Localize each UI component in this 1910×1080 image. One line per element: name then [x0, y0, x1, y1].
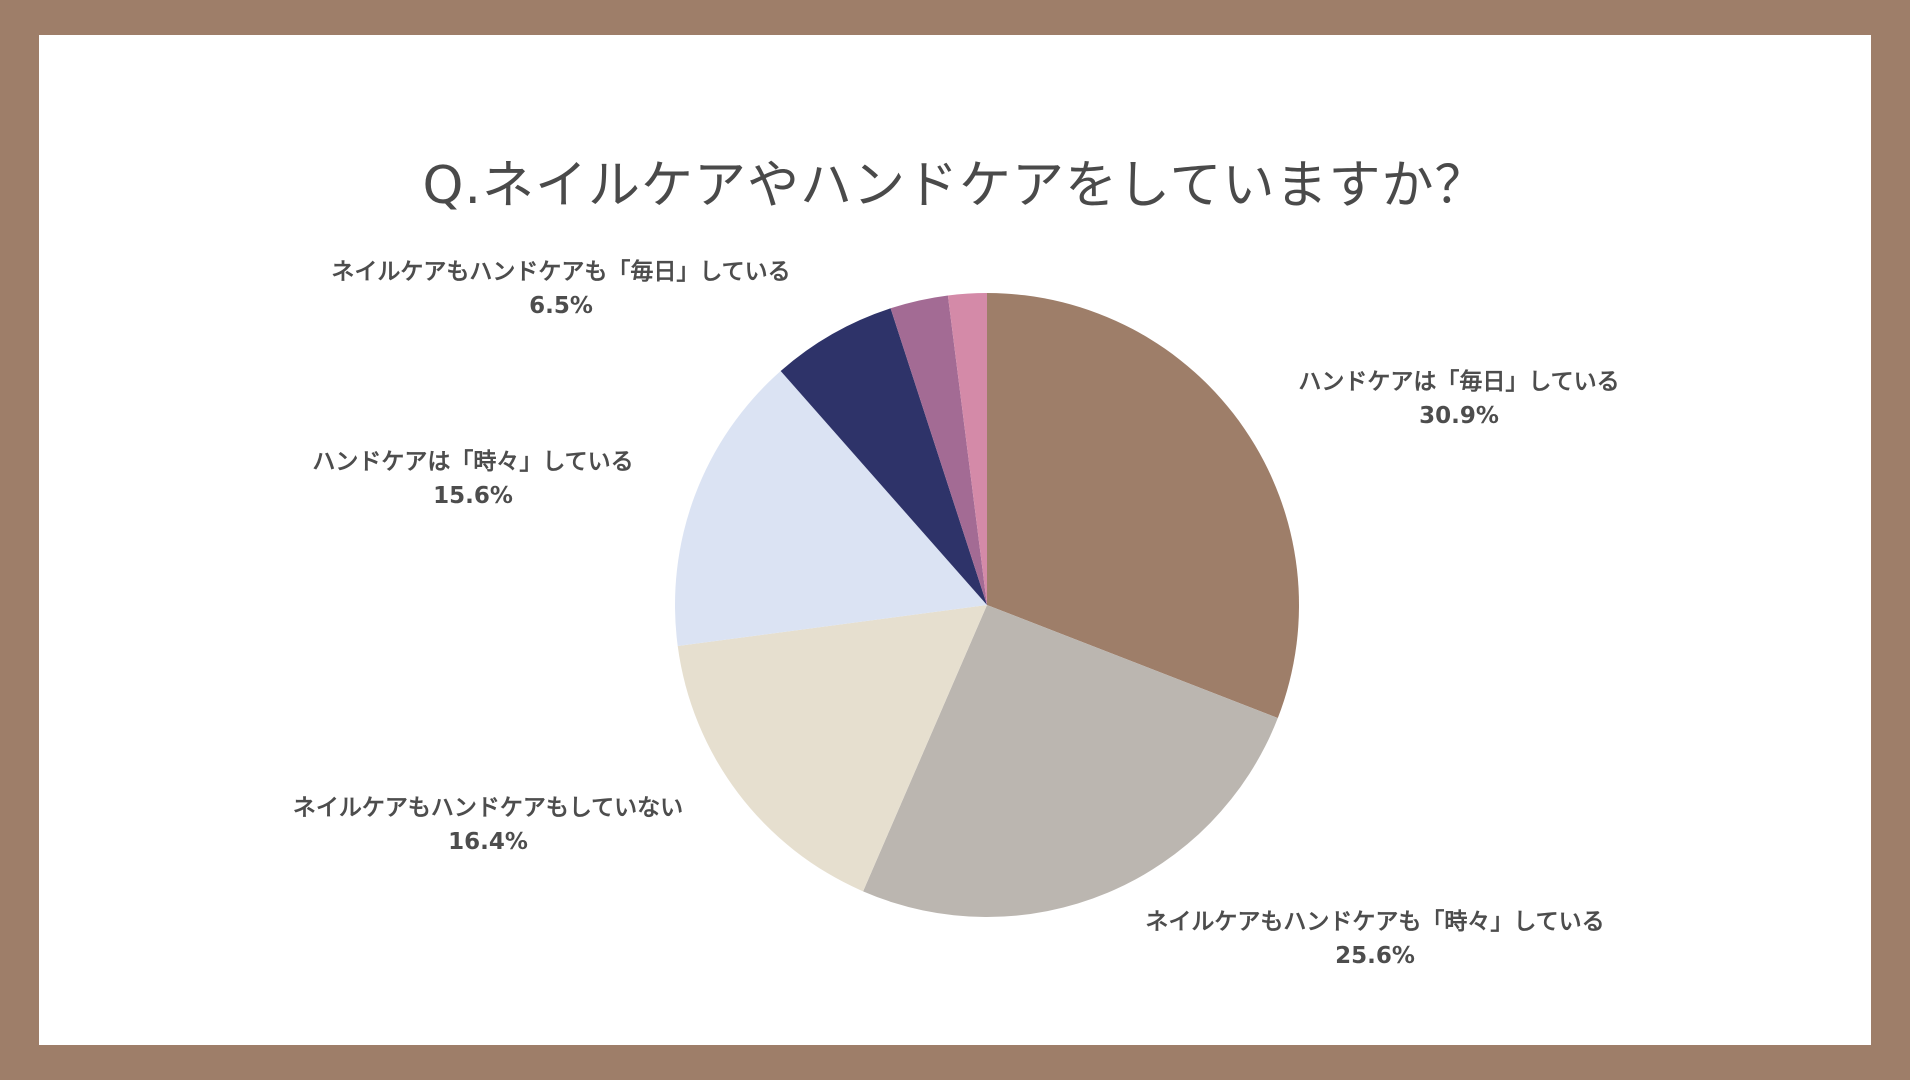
slice-label-both-sometimes: ネイルケアもハンドケアも「時々」している 25.6%	[1145, 905, 1604, 973]
chart-title: Q.ネイルケアやハンドケアをしていますか？	[422, 156, 1488, 216]
pie-chart	[674, 293, 1300, 918]
slice-label-hand-sometimes: ハンドケアは「時々」している 15.6%	[312, 445, 633, 513]
slice-label-both-daily: ネイルケアもハンドケアも「毎日」している 6.5%	[331, 255, 790, 323]
pie-slice-6	[947, 293, 987, 605]
chart-panel: Q.ネイルケアやハンドケアをしていますか？ ハンドケアは「毎日」している 30.…	[39, 35, 1871, 1045]
slice-label-text: ネイルケアもハンドケアも「時々」している	[1145, 909, 1605, 935]
pie-slice-1	[863, 605, 1278, 918]
slice-label-hand-daily: ハンドケアは「毎日」している 30.9%	[1298, 365, 1619, 433]
slice-label-text: ハンドケアは「時々」している	[312, 449, 634, 475]
slice-value-text: 30.9%	[1419, 403, 1499, 429]
slice-label-text: ネイルケアもハンドケアもしていない	[292, 795, 684, 821]
pie-slice-5	[890, 295, 987, 605]
pie-slice-3	[674, 370, 987, 647]
slice-value-text: 25.6%	[1335, 943, 1415, 969]
slice-value-text: 6.5%	[529, 293, 593, 319]
pie-slice-4	[780, 308, 987, 605]
slice-value-text: 15.6%	[433, 483, 513, 509]
slice-label-text: ネイルケアもハンドケアも「毎日」している	[331, 259, 791, 285]
pie-slice-2	[677, 605, 987, 892]
slice-value-text: 16.4%	[448, 829, 528, 855]
slice-label-neither: ネイルケアもハンドケアもしていない 16.4%	[293, 791, 683, 859]
pie-slice-0	[987, 293, 1300, 719]
slice-label-text: ハンドケアは「毎日」している	[1298, 369, 1620, 395]
